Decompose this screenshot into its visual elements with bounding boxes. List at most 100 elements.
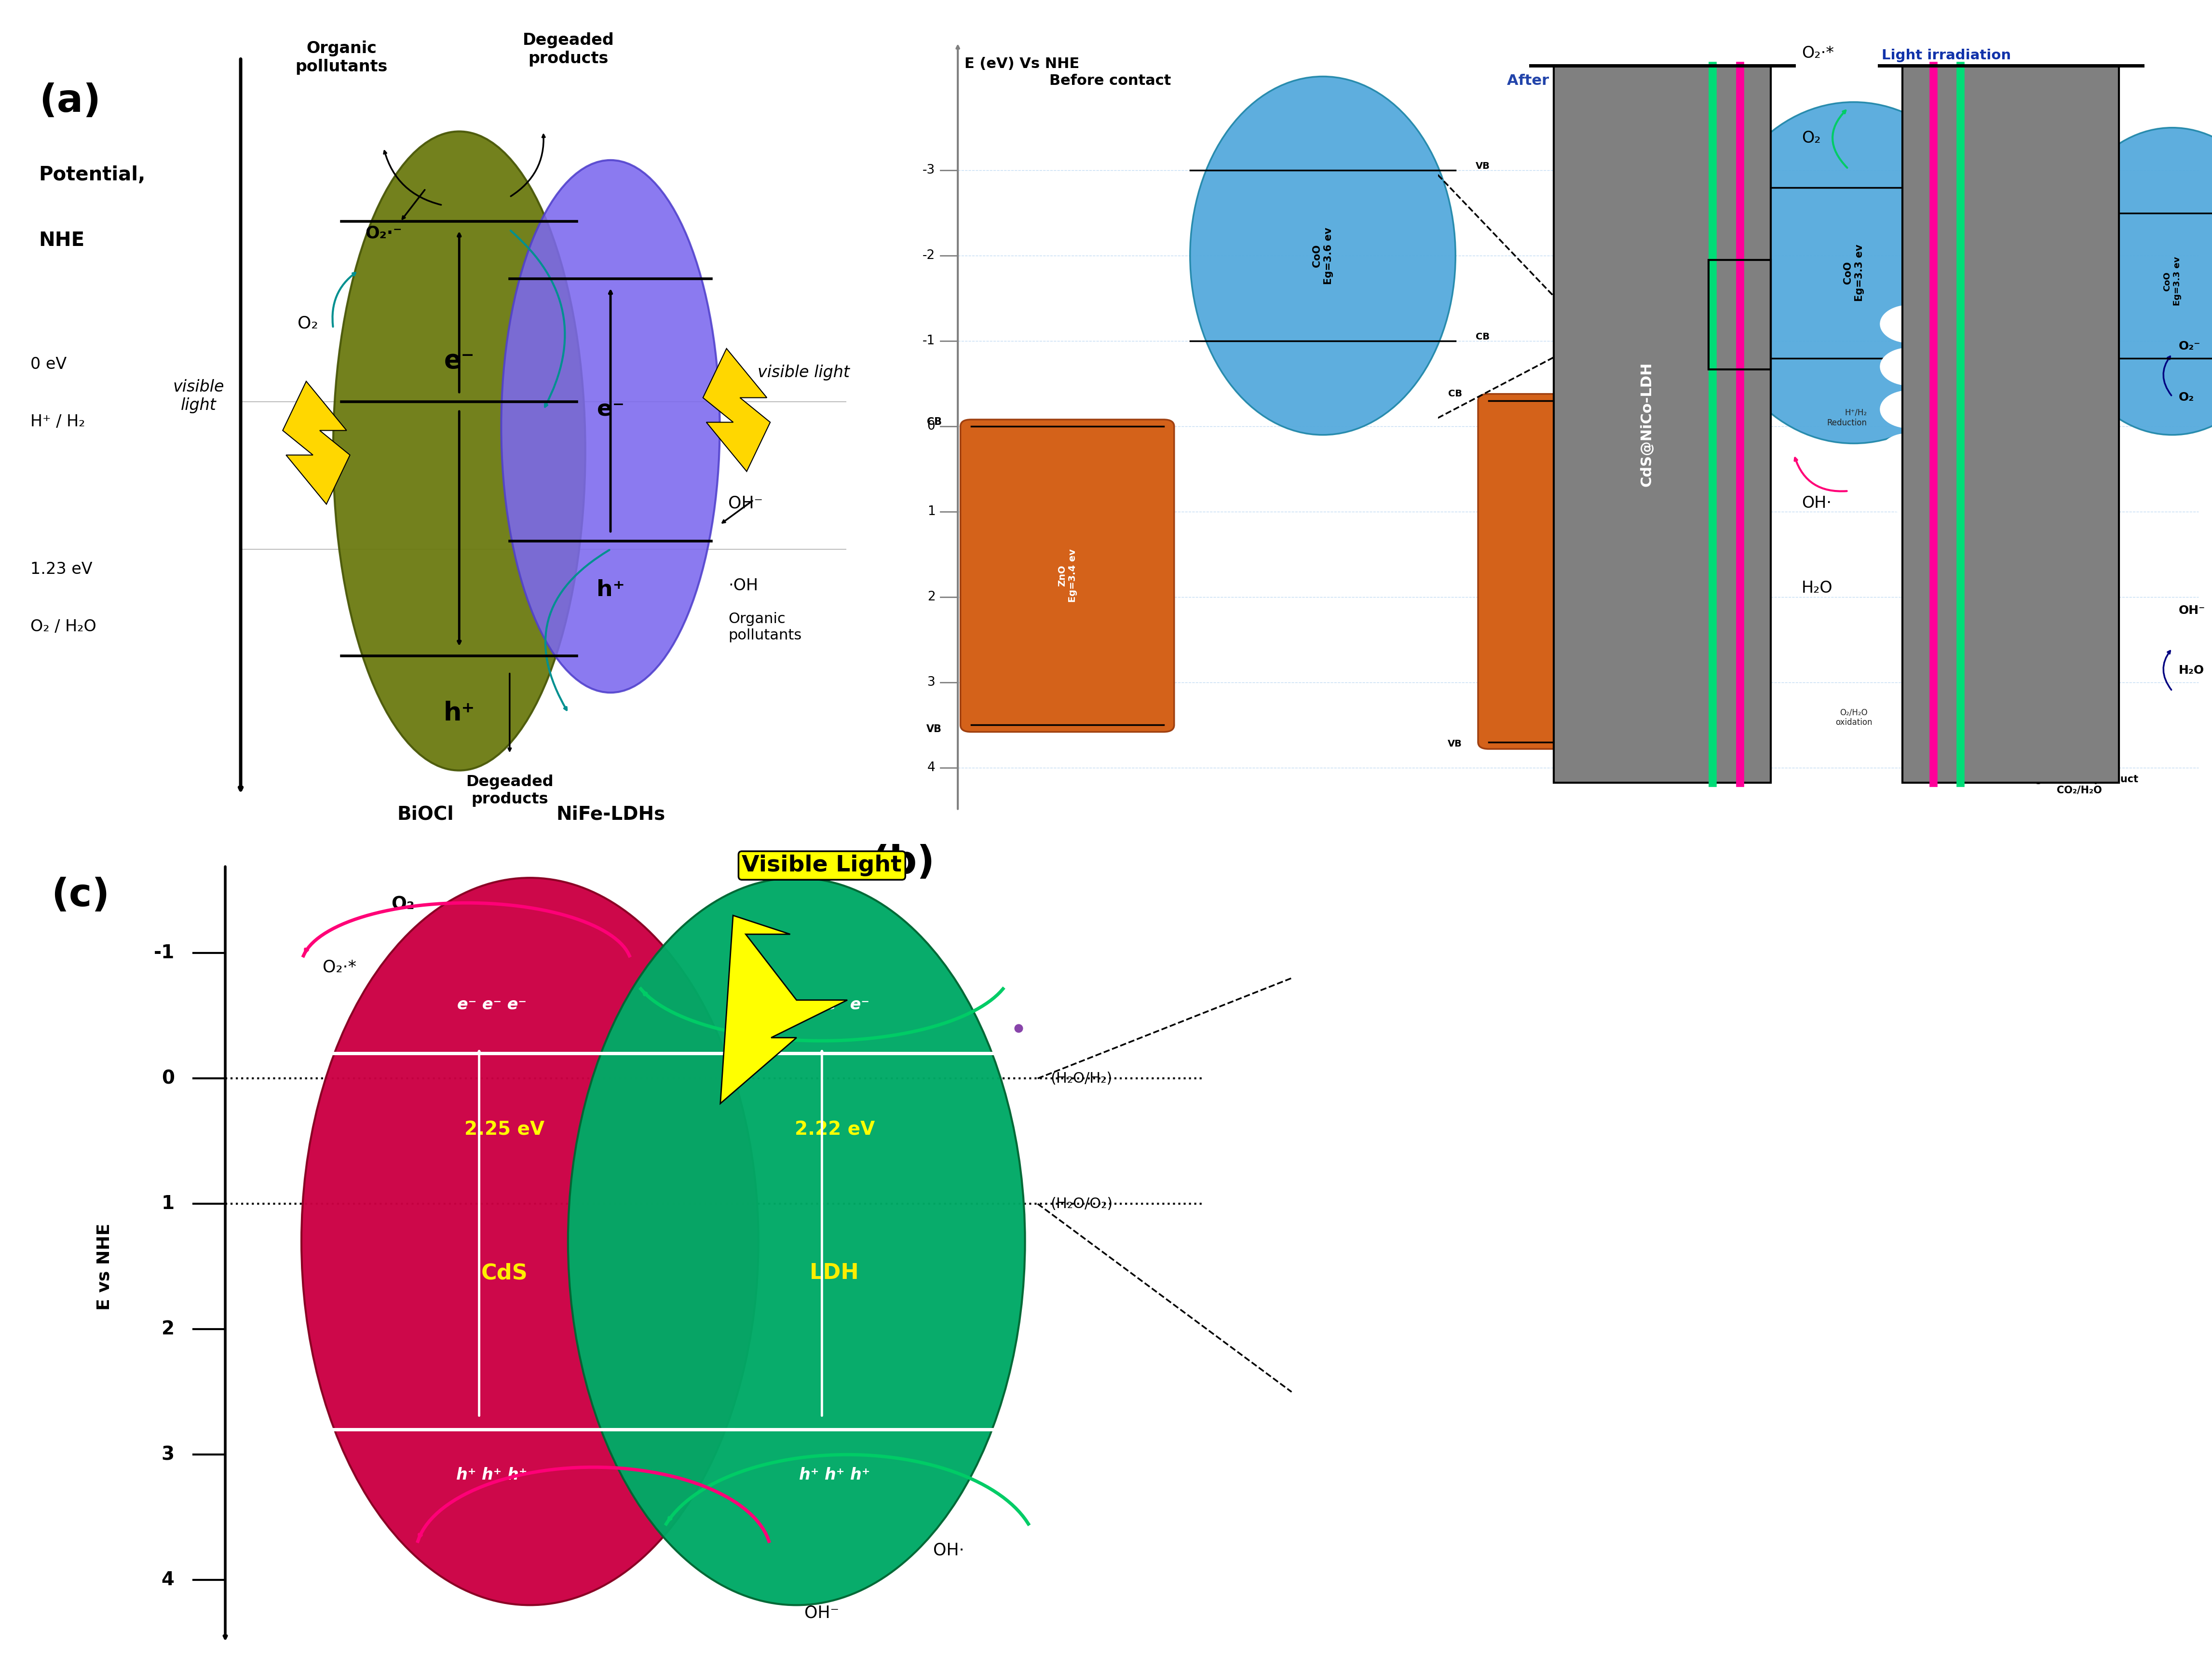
Circle shape (1666, 288, 1723, 326)
Text: h⁺ h⁺ h⁺: h⁺ h⁺ h⁺ (456, 1468, 526, 1483)
Text: After contact: After contact (1506, 74, 1617, 89)
Text: 4: 4 (161, 1572, 175, 1588)
Text: H⁺ / H₂: H⁺ / H₂ (31, 415, 86, 430)
Text: h⁺: h⁺ (597, 580, 624, 600)
Text: E vs NHE: E vs NHE (97, 1222, 113, 1311)
Text: Organic
pollutants: Organic pollutants (728, 612, 801, 642)
Text: −: − (1690, 438, 1699, 450)
Text: ZnO
Eg=3.4 ev: ZnO Eg=3.4 ev (1057, 548, 1077, 602)
Text: CdS: CdS (482, 1262, 529, 1284)
Text: hν: hν (2079, 115, 2104, 130)
Text: Before contact: Before contact (1048, 74, 1172, 89)
Text: O₂: O₂ (299, 314, 319, 331)
Text: VB: VB (2013, 176, 2028, 186)
Text: e⁻: e⁻ (445, 348, 476, 373)
Text: OH⁻: OH⁻ (2179, 605, 2205, 617)
Text: Degradation product
CO₂/H₂O: Degradation product CO₂/H₂O (2020, 774, 2139, 796)
Ellipse shape (568, 878, 1024, 1605)
Text: H⁺/H₂
Reduction: H⁺/H₂ Reduction (1827, 408, 1867, 426)
Text: h⁺: h⁺ (1966, 741, 1980, 752)
Text: O₂⁻: O₂⁻ (2179, 341, 2201, 353)
Polygon shape (1960, 85, 2066, 239)
Text: 0: 0 (161, 1070, 175, 1087)
Text: VB: VB (927, 724, 942, 734)
Ellipse shape (1190, 77, 1455, 435)
Text: OH·: OH· (933, 1542, 964, 1558)
Text: NHE: NHE (40, 231, 84, 251)
Text: Interface
Electric field: Interface Electric field (1701, 538, 1754, 557)
Text: CB: CB (2013, 346, 2026, 356)
Text: +: + (1905, 488, 1913, 500)
Text: 1: 1 (161, 1195, 175, 1212)
Text: e⁻: e⁻ (1940, 443, 1953, 455)
Text: (c): (c) (51, 876, 111, 915)
Circle shape (1666, 425, 1723, 461)
Text: O₂: O₂ (392, 896, 414, 913)
Ellipse shape (502, 161, 719, 692)
Text: visible
light: visible light (173, 380, 223, 413)
Text: −: − (1905, 446, 1913, 458)
Text: VB: VB (1475, 162, 1491, 171)
Circle shape (1666, 381, 1723, 420)
Text: H₂O: H₂O (2179, 665, 2205, 675)
Text: CoO
Eg=3.6 ev: CoO Eg=3.6 ev (1312, 227, 1334, 284)
Text: 2.22 eV: 2.22 eV (794, 1120, 874, 1139)
Text: 0 eV: 0 eV (31, 356, 66, 373)
Text: O₂·⁻: O₂·⁻ (365, 226, 403, 241)
Text: +: + (1690, 344, 1699, 356)
Text: 2.25 eV: 2.25 eV (465, 1120, 544, 1139)
Circle shape (1880, 477, 1938, 513)
Text: 1: 1 (927, 505, 936, 518)
Text: -1: -1 (922, 334, 936, 348)
Text: h⁺ h⁺ h⁺: h⁺ h⁺ h⁺ (799, 1468, 869, 1483)
FancyBboxPatch shape (1478, 395, 1705, 749)
FancyBboxPatch shape (960, 420, 1175, 732)
Text: +: + (1690, 480, 1699, 492)
Text: Visible Light: Visible Light (741, 854, 902, 876)
Text: (b): (b) (872, 844, 936, 881)
Circle shape (1880, 391, 1938, 428)
Text: -3: -3 (922, 164, 936, 177)
Polygon shape (721, 916, 847, 1104)
Text: Degeaded
products: Degeaded products (467, 774, 553, 806)
Text: Interface
Electric field: Interface Electric field (2068, 597, 2117, 615)
Text: E (eV) Vs NHE: E (eV) Vs NHE (964, 57, 1079, 70)
Text: (H₂O/H₂): (H₂O/H₂) (1051, 1072, 1113, 1085)
Text: VB: VB (1447, 739, 1462, 749)
Text: OH⁻: OH⁻ (805, 1605, 838, 1622)
Text: ZnO
Eg=3.7 ev: ZnO Eg=3.7 ev (1582, 545, 1601, 599)
Bar (1708, 259, 1770, 370)
Text: 3: 3 (161, 1446, 175, 1463)
Text: visible light: visible light (759, 364, 849, 381)
Circle shape (1666, 331, 1723, 368)
Text: −: − (1905, 403, 1913, 415)
Text: OH·: OH· (1801, 495, 1832, 512)
Text: 3: 3 (927, 675, 936, 689)
Text: Potential,: Potential, (40, 166, 146, 186)
Text: e⁻: e⁻ (1940, 391, 1953, 403)
Text: 0: 0 (927, 420, 936, 433)
Text: ·OH: ·OH (728, 579, 759, 594)
Text: CoO
Eg=3.3 ev: CoO Eg=3.3 ev (2163, 257, 2181, 306)
Circle shape (1666, 468, 1723, 505)
Text: h⁺: h⁺ (1927, 716, 1940, 727)
Circle shape (1880, 348, 1938, 386)
Polygon shape (703, 348, 770, 472)
Text: CB: CB (1475, 333, 1489, 341)
Text: NiFe-LDHs: NiFe-LDHs (555, 806, 666, 824)
Ellipse shape (301, 878, 759, 1605)
Text: e⁻: e⁻ (597, 400, 624, 421)
Text: O₂/H₂O
oxidation: O₂/H₂O oxidation (1836, 709, 1871, 727)
Text: (a): (a) (40, 82, 102, 120)
Text: Degeaded
products: Degeaded products (522, 32, 615, 67)
Text: BiOCl: BiOCl (398, 806, 453, 824)
Text: H₂O: H₂O (1801, 580, 1834, 597)
Bar (1553, 65, 1770, 782)
Text: LDH: LDH (810, 1262, 860, 1284)
Polygon shape (283, 381, 349, 505)
Circle shape (1880, 306, 1938, 343)
Bar (1902, 65, 2119, 782)
Text: O₂·*: O₂·* (323, 958, 356, 975)
Text: 1.23 eV: 1.23 eV (31, 562, 93, 577)
Text: Organic
pollutants: Organic pollutants (296, 40, 387, 75)
